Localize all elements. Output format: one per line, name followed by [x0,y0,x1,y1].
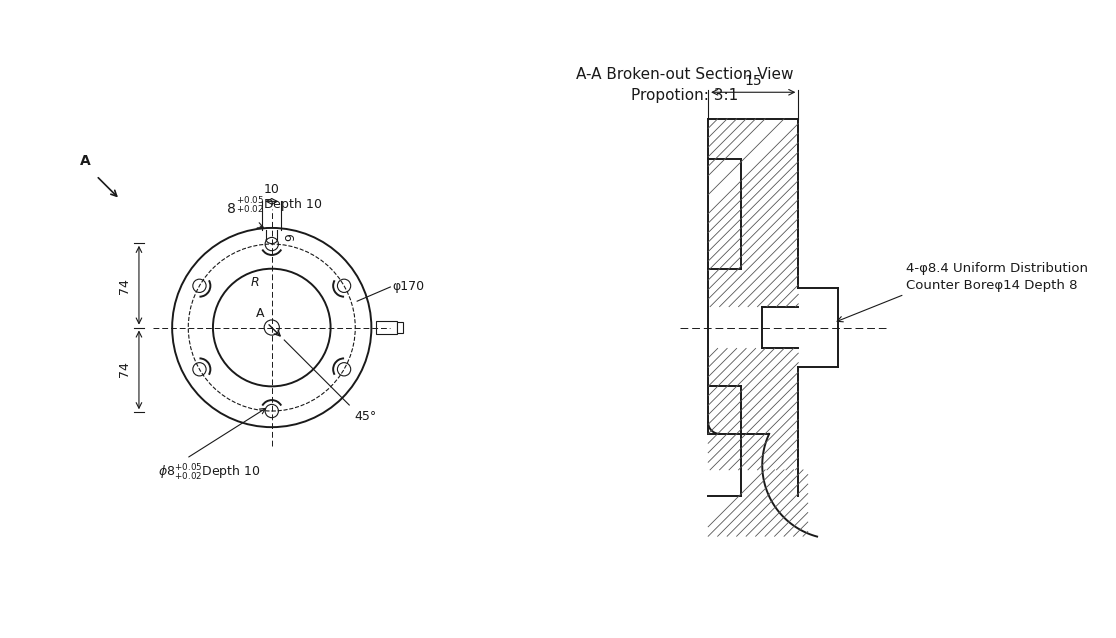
Text: 45°: 45° [354,410,376,423]
Text: A: A [79,154,90,168]
Text: A-A Broken-out Section View: A-A Broken-out Section View [576,66,793,82]
Text: $^{+0.05}_{+0.02}$Depth 10: $^{+0.05}_{+0.02}$Depth 10 [235,195,323,216]
Text: 8: 8 [227,202,235,216]
Text: 9: 9 [285,234,297,241]
Text: 10: 10 [263,182,280,196]
Text: Propotion: 3:1: Propotion: 3:1 [631,89,738,103]
Text: 4-φ8.4 Uniform Distribution
Counter Boreφ14 Depth 8: 4-φ8.4 Uniform Distribution Counter Bore… [906,262,1088,292]
Text: 74: 74 [118,362,132,377]
Text: 15: 15 [744,73,762,87]
Bar [376,321,397,334]
Text: $\phi$8$^{+0.05}_{+0.02}$Depth 10: $\phi$8$^{+0.05}_{+0.02}$Depth 10 [158,463,260,484]
Text: 74: 74 [118,278,132,293]
Text: A: A [256,307,264,320]
Text: R: R [250,276,259,288]
Text: φ170: φ170 [392,281,424,293]
Bar [397,322,403,333]
